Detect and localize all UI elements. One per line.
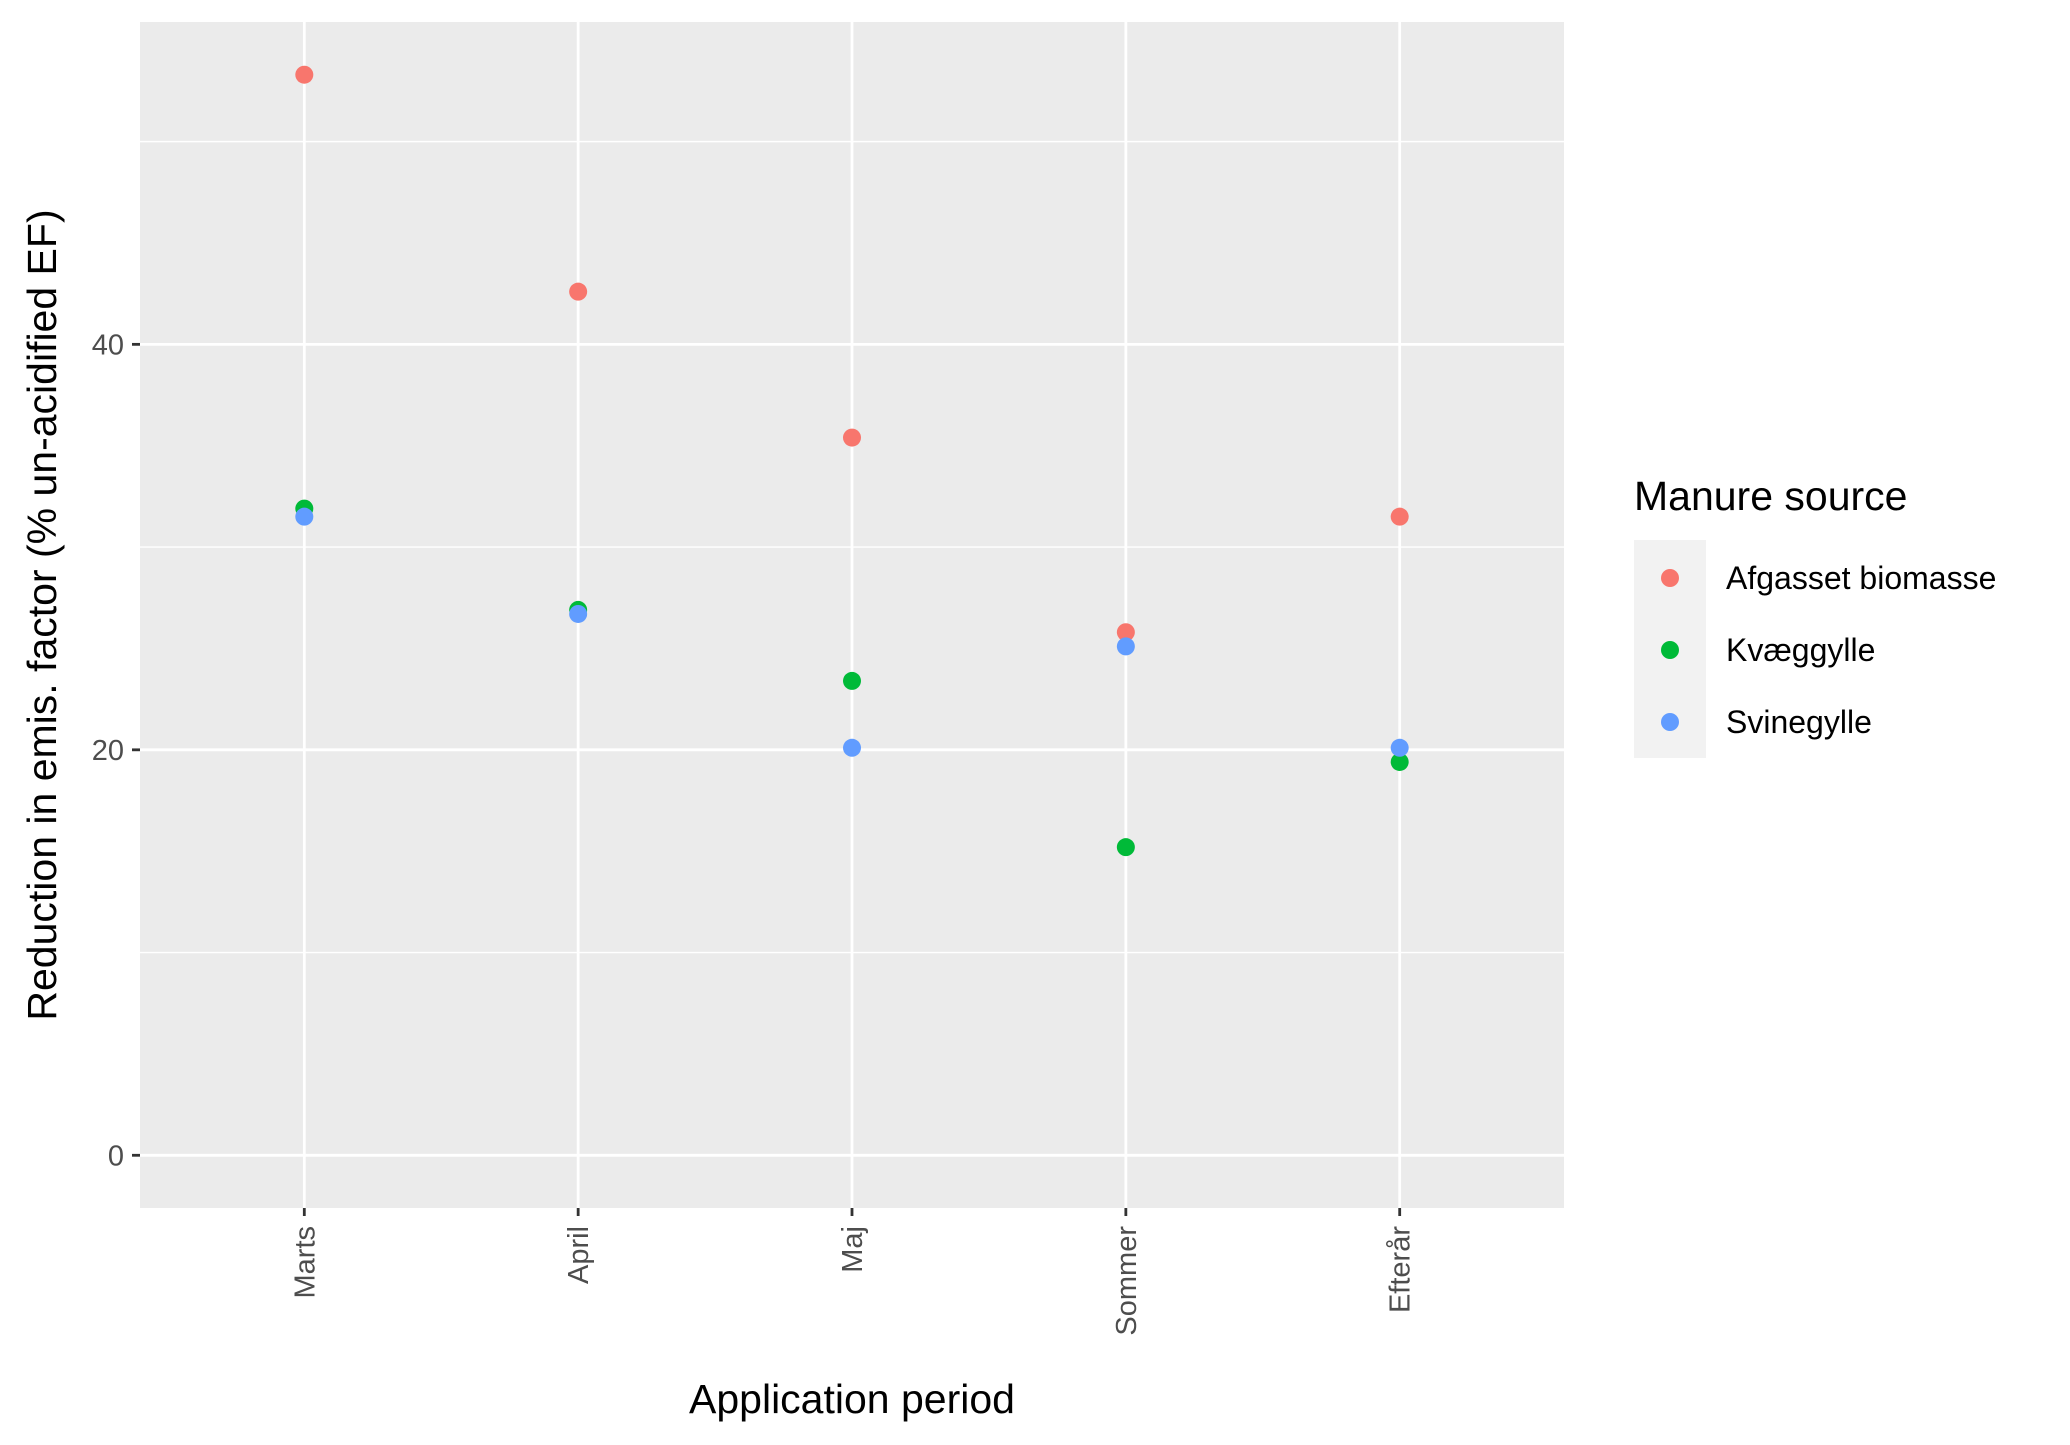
data-point (1116, 637, 1135, 656)
data-point (843, 671, 861, 690)
grid-lines (140, 22, 1564, 1208)
data-point (569, 282, 588, 301)
y-axis-title: Reduction in emis. factor (% un-acidifie… (19, 209, 65, 1020)
y-tick-label: 20 (92, 735, 124, 767)
legend-key (1661, 641, 1679, 659)
x-tick-label: Maj (837, 1226, 869, 1273)
x-tick-label: Marts (289, 1226, 321, 1299)
y-tick-label: 40 (92, 329, 124, 361)
legend: Manure source Afgasset biomasse Kvæggylle… (1634, 473, 1996, 758)
legend-label: Kvæggylle (1726, 632, 1875, 668)
legend-title: Manure source (1634, 473, 1907, 519)
data-points (295, 65, 1409, 857)
y-axis: 0 20 40 (92, 329, 140, 1172)
data-point (295, 65, 314, 84)
data-point (1390, 752, 1409, 771)
data-point (843, 428, 861, 447)
x-axis-title: Application period (689, 1376, 1015, 1422)
data-point (1116, 838, 1135, 857)
legend-key (1661, 569, 1679, 587)
legend-label: Afgasset biomasse (1726, 560, 1996, 596)
legend-label: Svinegylle (1726, 704, 1872, 740)
x-axis: Marts April Maj Sommer Efterår (289, 1208, 1417, 1336)
data-point (843, 738, 861, 757)
data-point (295, 507, 314, 526)
data-point (569, 604, 588, 623)
x-tick-label: Sommer (1111, 1226, 1143, 1336)
y-tick-label: 0 (108, 1140, 124, 1172)
data-point (1390, 738, 1409, 757)
data-point (1116, 623, 1135, 642)
legend-key (1661, 713, 1679, 731)
x-tick-label: Efterår (1385, 1226, 1417, 1313)
data-point (1390, 507, 1409, 526)
x-tick-label: April (563, 1226, 595, 1284)
